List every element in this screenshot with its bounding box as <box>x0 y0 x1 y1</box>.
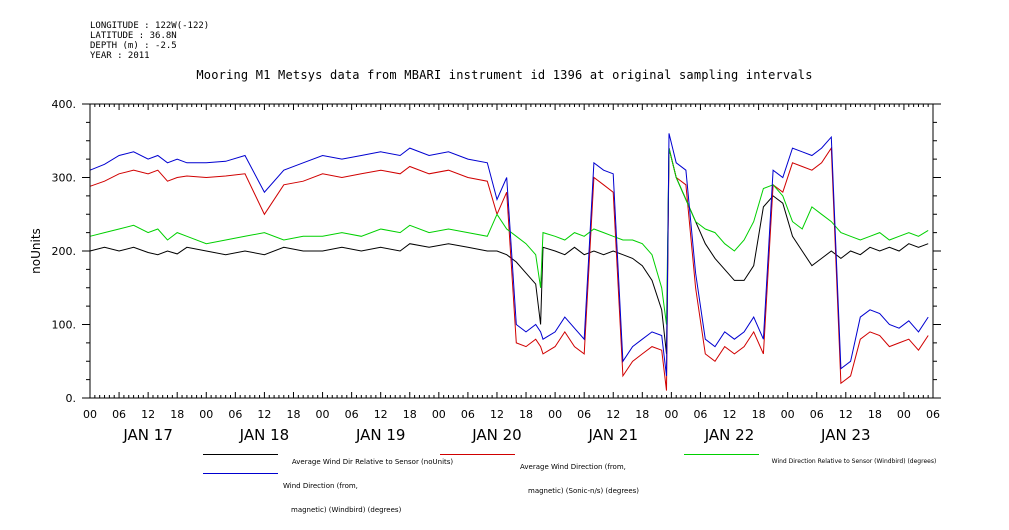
x-tick-label: 18 <box>752 408 766 421</box>
legend-label-3-line2: magnetic) (Windbird) (degrees) <box>291 506 402 514</box>
y-tick-label: 200. <box>52 245 77 258</box>
x-tick-label: 12 <box>839 408 853 421</box>
x-tick-label: 18 <box>403 408 417 421</box>
series-line-0 <box>89 147 929 354</box>
x-tick-label: 06 <box>461 408 475 421</box>
x-day-label: JAN 20 <box>471 426 522 444</box>
x-tick-label: 06 <box>926 408 940 421</box>
x-tick-label: 06 <box>112 408 126 421</box>
x-tick-label: 06 <box>577 408 591 421</box>
metadata-block: LONGITUDE : 122W(-122) LATITUDE : 36.8N … <box>90 21 209 61</box>
y-tick-label: 100. <box>52 319 77 332</box>
y-tick-label: 400. <box>52 98 77 111</box>
x-tick-label: 12 <box>374 408 388 421</box>
series-lines <box>89 133 929 391</box>
legend-line-3 <box>203 473 278 474</box>
meta-depth: DEPTH (m) : -2.5 <box>90 41 177 51</box>
legend-line-1 <box>440 454 515 455</box>
x-day-label: JAN 19 <box>355 426 406 444</box>
x-day-label: JAN 21 <box>587 426 638 444</box>
y-tick-label: 300. <box>52 172 77 185</box>
x-tick-label: 18 <box>635 408 649 421</box>
x-day-label: JAN 23 <box>820 426 871 444</box>
legend-line-2 <box>684 454 759 455</box>
line-chart: 0. 100. 200. 300. 400. 00 06 12 18 00 06 12 18 00 06 12… <box>29 98 941 444</box>
x-tick-label: 06 <box>693 408 707 421</box>
legend-label-1-line2: magnetic) (Sonic-n/s) (degrees) <box>528 487 640 495</box>
x-day-label: JAN 18 <box>239 426 290 444</box>
meta-longitude: LONGITUDE : 122W(-122) <box>90 21 210 31</box>
x-tick-label: 00 <box>199 408 213 421</box>
chart-title: Mooring M1 Metsys data from MBARI instru… <box>196 68 813 82</box>
y-axis-label: noUnits <box>29 228 43 274</box>
x-tick-label: 00 <box>781 408 795 421</box>
legend-label-1-line1: Average Wind Direction (from, <box>520 463 626 471</box>
legend-label-3: Wind Direction (from, magnetic) (Windbir… <box>283 466 401 530</box>
series-line-3 <box>89 133 929 376</box>
legend-label-0-line1: Average Wind Dir Relative to Sensor (noU… <box>291 458 454 466</box>
x-tick-label: 06 <box>228 408 242 421</box>
x-tick-label: 00 <box>316 408 330 421</box>
x-tick-label: 00 <box>83 408 97 421</box>
x-tick-label: 18 <box>868 408 882 421</box>
legend-label-2: Wind Direction Relative to Sensor (Windb… <box>764 450 937 474</box>
series-line-1 <box>89 146 929 391</box>
x-day-label: JAN 22 <box>704 426 755 444</box>
x-tick-label: 00 <box>432 408 446 421</box>
x-tick-label: 00 <box>897 408 911 421</box>
x-tick-label: 12 <box>141 408 155 421</box>
x-tick-label: 12 <box>490 408 504 421</box>
x-tick-label: 00 <box>664 408 678 421</box>
axis-labels: 0. 100. 200. 300. 400. 00 06 12 18 00 06 12 18 00 06 12… <box>52 98 941 444</box>
legend-label-2-line1: Wind Direction Relative to Sensor (Windb… <box>771 458 937 465</box>
meta-year: YEAR : 2011 <box>90 51 150 61</box>
x-tick-label: 00 <box>548 408 562 421</box>
series-line-2 <box>89 147 929 325</box>
legend-label-1: Average Wind Direction (from, magnetic) … <box>520 447 639 511</box>
legend-line-0 <box>203 454 278 455</box>
y-tick-label: 0. <box>66 392 77 405</box>
legend-label-3-line1: Wind Direction (from, <box>283 482 358 490</box>
legend-label-0: Average Wind Dir Relative to Sensor (noU… <box>283 450 453 474</box>
x-tick-label: 06 <box>810 408 824 421</box>
x-tick-label: 06 <box>345 408 359 421</box>
meta-latitude: LATITUDE : 36.8N <box>90 31 177 41</box>
x-tick-label: 12 <box>723 408 737 421</box>
plot-frame <box>89 103 934 399</box>
x-day-label: JAN 17 <box>122 426 173 444</box>
x-tick-label: 12 <box>606 408 620 421</box>
x-tick-label: 12 <box>257 408 271 421</box>
x-tick-label: 18 <box>519 408 533 421</box>
x-tick-label: 18 <box>170 408 184 421</box>
x-tick-label: 18 <box>286 408 300 421</box>
